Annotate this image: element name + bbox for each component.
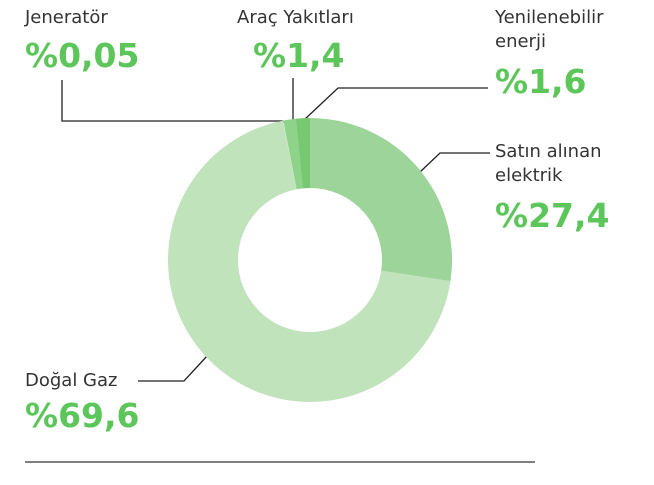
leader-line — [138, 354, 209, 382]
value-label: %0,05 — [25, 36, 140, 75]
category-label: Satın alınan elektrik — [495, 141, 602, 186]
category-label: Araç Yakıtları — [237, 7, 354, 28]
leader-line — [303, 87, 488, 121]
category-label: Doğal Gaz — [25, 370, 118, 391]
value-label: %69,6 — [25, 396, 140, 435]
value-label: %27,4 — [495, 196, 610, 235]
donut-slice — [310, 118, 452, 282]
category-label: Yenilenebilir enerji — [495, 7, 604, 52]
leader-line — [61, 80, 291, 129]
donut-slice — [295, 118, 310, 189]
donut-slice — [282, 120, 297, 190]
leader-line — [419, 152, 490, 173]
donut-slice — [168, 120, 451, 403]
category-label: Jeneratör — [25, 7, 108, 28]
value-label: %1,6 — [495, 62, 587, 101]
value-label: %1,4 — [253, 36, 345, 75]
donut — [168, 118, 452, 403]
donut-slice — [283, 118, 303, 190]
